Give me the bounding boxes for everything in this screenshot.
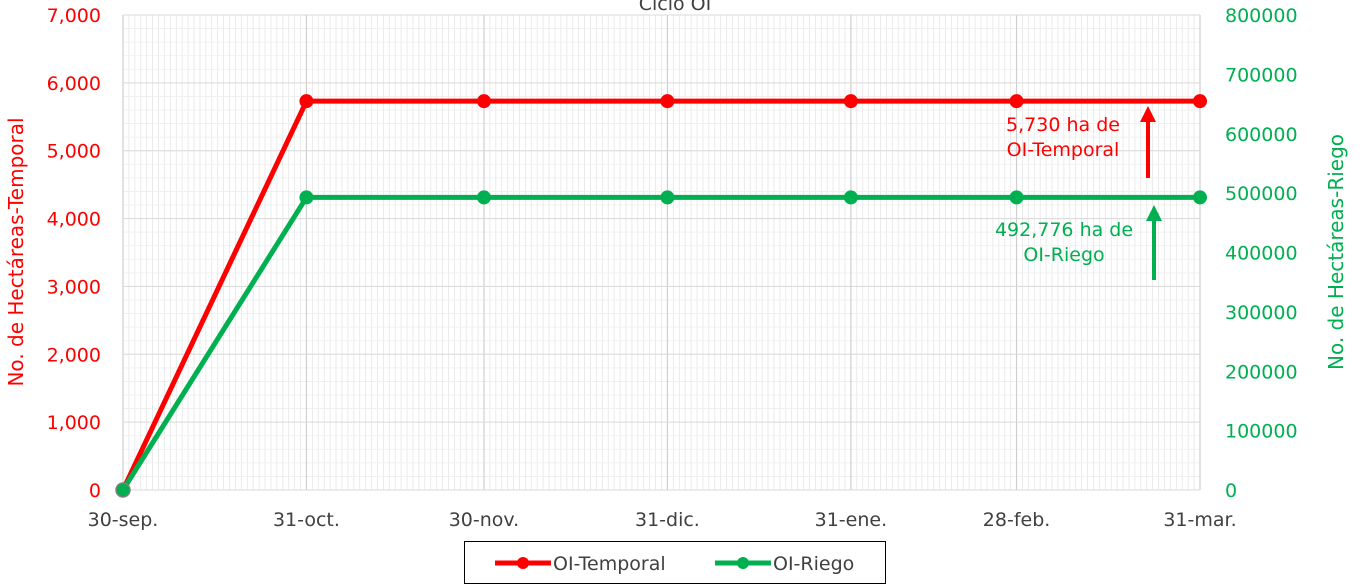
left-y-tick-label: 5,000 [47,141,101,163]
left-y-tick-label: 0 [89,480,101,502]
legend-marker-oi-temporal [517,557,529,569]
series-lines [115,94,1207,498]
data-point [1009,190,1024,205]
x-tick-label: 31-mar. [1163,509,1236,531]
left-y-axis-title: No. de Hectáreas-Temporal [4,117,28,386]
data-point [476,94,491,109]
annotation-text: OI-Temporal [1007,139,1120,161]
left-y-tick-labels: 0 1,000 2,000 3,000 4,000 5,000 6,000 7,000 [47,5,101,502]
right-y-axis-title: No. de Hectáreas-Riego [1324,134,1348,370]
right-y-tick-label: 300000 [1225,302,1298,324]
annotation-text: 5,730 ha de [1006,114,1120,136]
data-point [299,190,314,205]
left-y-tick-label: 2,000 [47,344,101,366]
right-y-tick-label: 700000 [1225,64,1298,86]
annotation-text: OI-Riego [1023,244,1104,266]
x-tick-label: 31-oct. [273,509,340,531]
right-y-tick-label: 200000 [1225,361,1298,383]
left-y-tick-label: 3,000 [47,276,101,298]
legend-marker-oi-riego [737,557,749,569]
legend-label-oi-temporal: OI-Temporal [553,553,666,575]
right-y-tick-label: 400000 [1225,243,1298,265]
data-point [843,94,858,109]
x-tick-label: 30-sep. [88,509,159,531]
legend: OI-Temporal OI-Riego [464,541,886,584]
x-tick-label: 31-dic. [635,509,700,531]
data-point [660,94,675,109]
data-point [1193,190,1207,205]
right-y-tick-label: 0 [1225,480,1237,502]
left-y-tick-label: 7,000 [47,5,101,27]
x-tick-labels: 30-sep. 31-oct. 30-nov. 31-dic. 31-ene. 28-fe… [88,509,1237,531]
right-y-tick-labels: 0 100000 200000 300000 400000 500000 600000 700… [1225,5,1298,502]
right-y-tick-label: 800000 [1225,5,1298,27]
data-point [1009,94,1024,109]
major-gridlines [122,14,1201,491]
data-point [299,94,314,109]
left-y-tick-label: 1,000 [47,412,101,434]
data-point [476,190,491,205]
legend-label-oi-riego: OI-Riego [773,553,854,575]
left-y-tick-label: 6,000 [47,73,101,95]
origin-point [115,482,131,498]
annotation-arrowhead [1140,106,1156,122]
x-tick-label: 30-nov. [449,509,520,531]
left-y-tick-label: 4,000 [47,209,101,231]
data-point [843,190,858,205]
annotations: 5,730 ha de OI-Temporal 492,776 ha de OI-Ri… [995,106,1162,280]
x-tick-label: 28-feb. [983,509,1051,531]
annotation-text: 492,776 ha de [995,219,1133,241]
right-y-tick-label: 100000 [1225,421,1298,443]
right-y-tick-label: 600000 [1225,124,1298,146]
chart-title: Ciclo OI [639,0,712,15]
data-point [660,190,675,205]
x-tick-label: 31-ene. [815,509,888,531]
annotation-arrowhead [1146,205,1162,221]
data-point [1193,94,1207,109]
right-y-tick-label: 500000 [1225,183,1298,205]
